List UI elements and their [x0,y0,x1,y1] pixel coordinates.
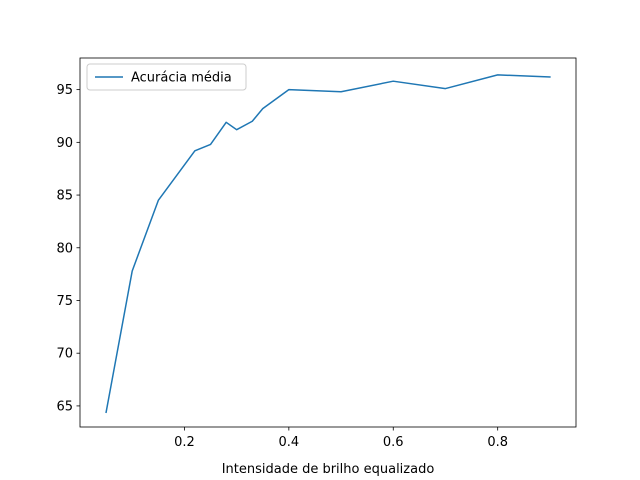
y-tick-label: 70 [56,347,73,362]
series-line-0 [105,74,551,414]
y-tick-label: 90 [56,136,73,151]
y-tick-label: 95 [56,83,73,98]
x-tick-label: 0.8 [487,435,508,450]
legend-label: Acurácia média [131,71,232,86]
legend: Acurácia média [86,63,247,91]
y-tick-label: 85 [56,189,73,204]
axes-frame [79,57,577,428]
x-tick-label: 0.6 [383,435,404,450]
axes: 0.2 0.4 0.6 0.8 65 70 75 80 85 90 95 [56,57,577,450]
x-tick-label: 0.4 [278,435,299,450]
y-tick-label: 80 [56,241,73,256]
x-axis-label: Intensidade de brilho equalizado [222,462,435,477]
plot-area [105,74,551,414]
x-tick-label: 0.2 [174,435,195,450]
y-tick-label: 75 [56,294,73,309]
legend-box [86,63,247,91]
y-tick-label: 65 [56,399,73,414]
